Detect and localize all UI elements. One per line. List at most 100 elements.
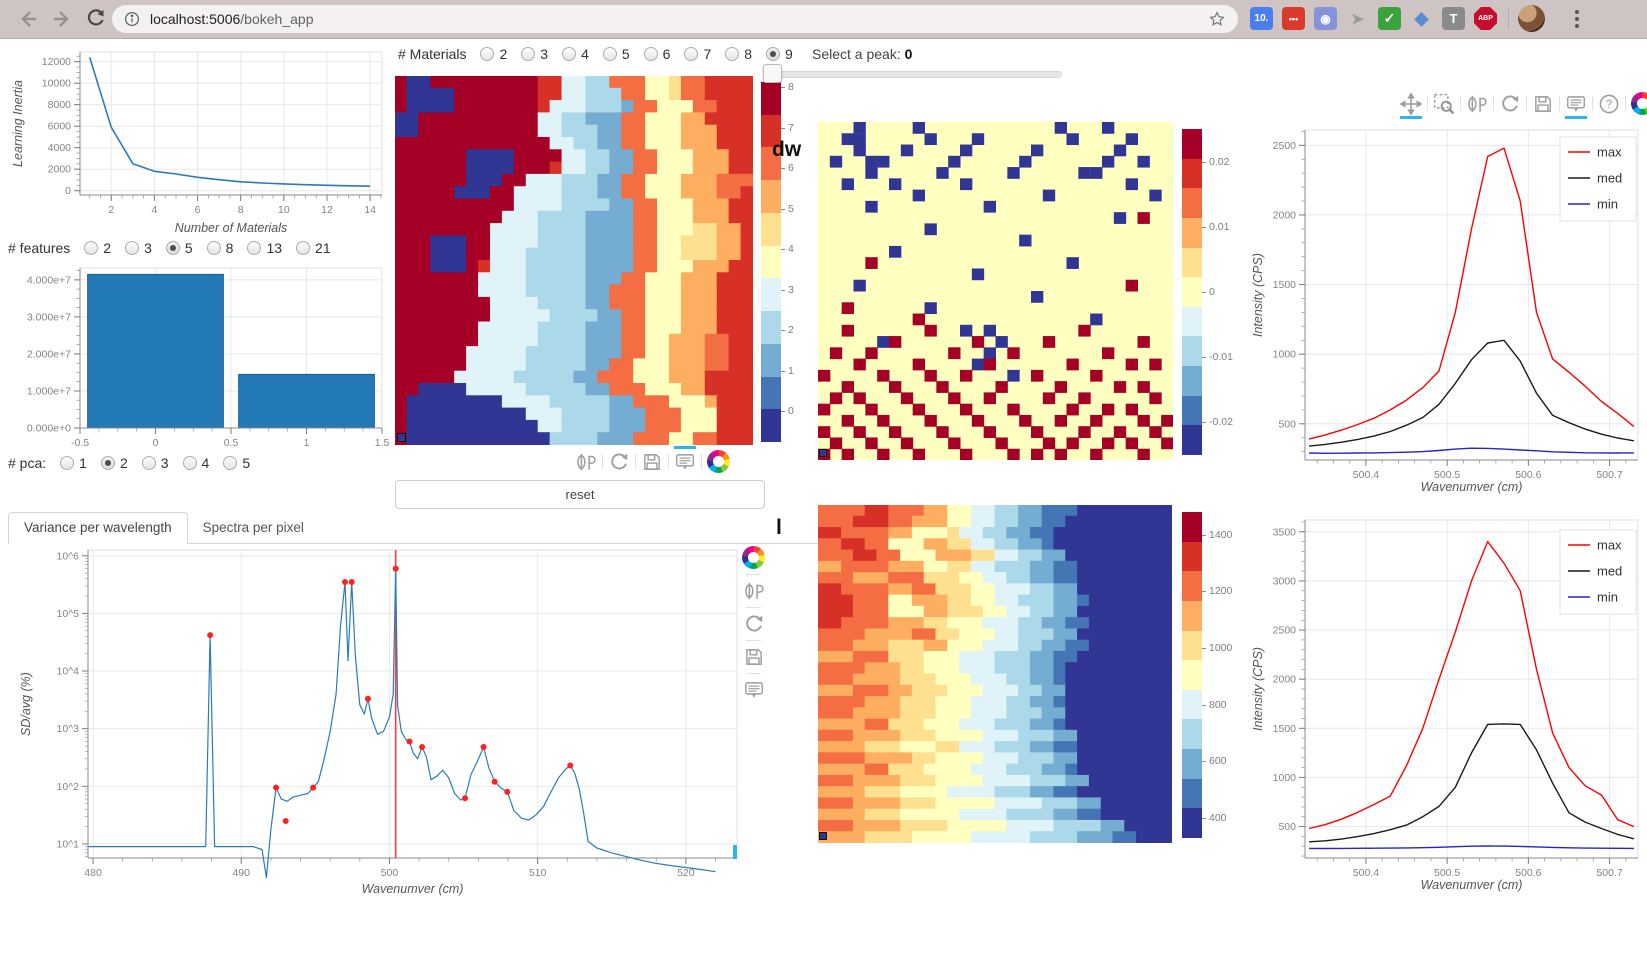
logo-icon[interactable] [707,450,730,473]
tap-icon[interactable] [743,580,765,602]
colorbar-segment [761,245,781,279]
colorbar-tick [1202,818,1206,820]
radio-circle[interactable] [247,241,262,255]
svg-text:500.4: 500.4 [1353,469,1379,481]
address-bar[interactable]: localhost:5006/bokeh_app [112,5,1238,33]
radio-circle[interactable] [141,456,156,470]
colorbar-tick-label: 1400 [1209,528,1233,541]
radio-circle[interactable] [643,47,658,61]
bookmark-star-icon[interactable] [1208,10,1226,28]
ext-badge-10-icon[interactable]: 10. [1250,7,1273,30]
ext-letter-t-icon[interactable]: T [1442,7,1465,30]
radio-circle[interactable] [100,456,115,470]
ext-dots-red-icon[interactable]: ••• [1282,7,1305,30]
peak-slider-track[interactable] [770,71,1062,78]
ext-abp-icon[interactable]: ABP [1474,7,1497,30]
peak-slider-handle[interactable] [763,64,782,83]
radio-circle[interactable] [602,47,617,61]
peak-intensity-chart-bottom[interactable]: 500.4 500.5 500.6 500.7 500 1000 1500 2000 2500 3… [1240,500,1647,900]
intensity-heatmap[interactable] [818,505,1172,843]
pca-radio-group: # pca: 1 2 3 4 5 [8,455,256,471]
tab-1[interactable]: Spectra per pixel [202,520,304,535]
radio-features-13[interactable]: 13 [247,240,282,256]
logo-icon[interactable] [742,546,765,569]
radio-circle[interactable] [84,241,99,255]
colorbar-tick-label: 5 [788,202,794,215]
colorbar-segment [1182,217,1202,249]
svg-text:500.6: 500.6 [1515,867,1541,879]
reset-icon[interactable] [743,613,765,635]
forward-icon[interactable] [50,7,74,31]
radio-circle[interactable] [562,47,577,61]
colorbar-segment [1182,749,1202,780]
help-icon[interactable]: ? [1598,93,1620,115]
radio-features-2[interactable]: 2 [84,240,111,256]
radio-circle[interactable] [60,456,75,470]
radio-circle[interactable] [125,241,140,255]
cluster-map-heatmap[interactable] [395,76,753,445]
reset-icon[interactable] [608,451,630,473]
radio-pca-3[interactable]: 3 [141,455,169,471]
tap-icon[interactable] [575,451,597,473]
save-icon[interactable] [1532,93,1554,115]
materials-group-label: # Materials [398,46,467,62]
reset-button[interactable]: reset [395,480,765,509]
logo-icon[interactable] [1631,92,1647,115]
profile-avatar[interactable] [1518,5,1545,32]
radio-features-3[interactable]: 3 [125,240,152,256]
radio-pca-4[interactable]: 4 [182,455,209,471]
tab-0[interactable]: Variance per wavelength [8,512,188,544]
ext-share-arrow-icon[interactable]: ➤ [1351,10,1364,28]
save-icon[interactable] [743,646,765,668]
radio-circle[interactable] [223,456,238,470]
radio-pca-2[interactable]: 2 [100,455,128,471]
save-icon[interactable] [641,451,663,473]
info-icon[interactable] [124,11,140,27]
radio-features-8[interactable]: 8 [206,240,233,256]
tap-icon[interactable] [1466,93,1488,115]
box-zoom-icon[interactable] [1433,93,1455,115]
radio-circle[interactable] [480,47,495,61]
radio-materials-8[interactable]: 8 [725,46,752,62]
hover-icon[interactable] [743,679,765,701]
radio-pca-5[interactable]: 5 [223,455,250,471]
colorbar-segment [761,376,781,410]
hover-icon[interactable] [1565,93,1587,119]
radio-circle[interactable] [165,241,180,255]
radio-materials-5[interactable]: 5 [602,46,630,62]
radio-features-21[interactable]: 21 [296,240,331,256]
reset-icon[interactable] [1499,93,1521,115]
radio-label: 7 [703,46,712,62]
radio-materials-6[interactable]: 6 [643,46,670,62]
peak-intensity-chart-top[interactable]: 500.4 500.5 500.6 500.7 500 1000 1500 2000 2500 W… [1240,120,1647,498]
radio-materials-3[interactable]: 3 [521,46,548,62]
dw-heatmap[interactable] [818,122,1173,460]
pca-variance-bar-chart[interactable]: -0.5 0 0.5 1 1.5 0.000e+0 1.000e+7 2.000e+7 3.00… [0,250,392,452]
radio-pca-1[interactable]: 1 [60,455,87,471]
hover-icon[interactable] [674,445,696,473]
ext-camera-icon[interactable]: ◉ [1314,7,1337,30]
back-icon[interactable] [16,7,40,31]
pan-icon[interactable] [1399,91,1423,119]
radio-circle[interactable] [725,47,740,61]
radio-materials-9[interactable]: 9 [766,46,793,62]
variance-spectrum-chart[interactable]: 480 490 500 510 520 10^1 10^2 10^3 10^4 10^5 10^6 W… [0,545,772,947]
radio-circle[interactable] [182,456,197,470]
reload-icon[interactable] [84,7,108,31]
radio-materials-2[interactable]: 2 [480,46,507,62]
radio-materials-7[interactable]: 7 [684,46,711,62]
browser-menu-icon[interactable] [1568,7,1586,31]
radio-features-5[interactable]: 5 [165,240,193,256]
inertia-elbow-chart[interactable]: 2 4 6 8 10 12 14 0 2000 4000 6000 8000 10000 12000 Num… [0,42,392,244]
radio-circle[interactable] [206,241,221,255]
radio-circle[interactable] [766,47,781,61]
radio-circle[interactable] [521,47,536,61]
radio-circle[interactable] [296,241,311,255]
toolbar-separator [746,607,761,608]
radio-materials-4[interactable]: 4 [562,46,589,62]
radio-circle[interactable] [684,47,699,61]
colorbar-tick-label: 0.01 [1209,220,1230,233]
toolbar-separator [701,454,702,469]
ext-check-green-icon[interactable]: ✓ [1378,7,1401,30]
ext-diamond-blue-icon[interactable]: ◆ [1414,8,1429,28]
